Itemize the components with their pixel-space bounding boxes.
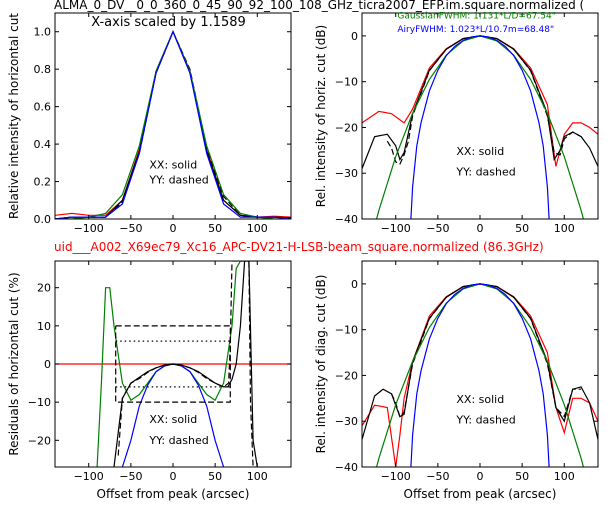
- series-line-p3-4: [117, 261, 256, 467]
- x-tick-label: 100: [554, 470, 575, 483]
- x-tick-label: 50: [515, 222, 529, 235]
- x-axis-label: Offset from peak (arcsec): [404, 487, 557, 501]
- y-tick-label: 10: [37, 320, 51, 333]
- y-tick-label: −20: [335, 121, 358, 134]
- series-group: [362, 283, 598, 467]
- y-axis-label: Residuals of horizontal cut (%): [7, 272, 21, 455]
- x-tick-label: −50: [426, 470, 449, 483]
- y-tick-label: −30: [335, 415, 358, 428]
- y-tick-label: 0.8: [34, 63, 52, 76]
- x-axis-label: Offset from peak (arcsec): [97, 487, 250, 501]
- annotation: XX: solid: [149, 413, 197, 426]
- x-tick-label: −100: [74, 470, 104, 483]
- series-line-p3-5: [115, 325, 231, 403]
- series-line-p4-4: [410, 283, 550, 467]
- x-tick-label: 100: [247, 470, 268, 483]
- series-line-p4-0: [362, 283, 598, 467]
- x-tick-label: −100: [74, 222, 104, 235]
- y-tick-label: −20: [335, 369, 358, 382]
- x-tick-label: −50: [119, 222, 142, 235]
- series-line-p1-0: [55, 30, 291, 218]
- y-axis-label: Rel. intensity of diag. cut (dB): [314, 275, 328, 454]
- annotation: AiryFWHM: 1.023*L/10.7m=68.48": [397, 25, 554, 35]
- series-group: [362, 35, 598, 219]
- series-line-p1-3: [55, 30, 291, 219]
- series-line-p1-1: [55, 30, 291, 219]
- annotation: YY: dashed: [455, 166, 515, 179]
- x-tick-label: 50: [208, 222, 222, 235]
- annotation: XX: solid: [456, 145, 504, 158]
- x-tick-label: 100: [247, 222, 268, 235]
- series-group: [55, 261, 291, 467]
- y-tick-label: 0.4: [34, 138, 52, 151]
- x-tick-label: −50: [119, 470, 142, 483]
- annotation: X-axis scaled by 1.1589: [91, 15, 246, 30]
- x-tick-label: 50: [208, 470, 222, 483]
- axes-frame: [54, 12, 292, 220]
- y-axis-label: Relative intensity of horizontal cut: [7, 13, 21, 219]
- y-tick-label: −20: [28, 434, 51, 447]
- y-tick-label: 0: [351, 278, 358, 291]
- y-tick-label: 0.6: [34, 101, 52, 114]
- series-line-p3-3: [113, 261, 258, 467]
- axes-frame: [361, 260, 599, 468]
- annotation: XX: solid: [456, 393, 504, 406]
- series-line-p1-4: [55, 30, 291, 219]
- x-tick-label: −50: [426, 222, 449, 235]
- y-tick-label: −10: [28, 396, 51, 409]
- panels: −100 −50 0 50 1000.00.20.40.60.81.0Relative …: [7, 11, 599, 501]
- panel-p1: −100 −50 0 50 100 0.0 0.2 0.4 0.6 0.8 1.0 Relative …: [7, 12, 292, 235]
- x-tick-label: 0: [477, 222, 484, 235]
- y-tick-label: 20: [37, 282, 51, 295]
- x-tick-label: 50: [515, 470, 529, 483]
- x-tick-label: 0: [170, 222, 177, 235]
- x-tick-label: 0: [170, 470, 177, 483]
- y-tick-label: 0: [44, 358, 51, 371]
- series-line-p1-2: [55, 30, 291, 219]
- y-tick-label: −10: [335, 324, 358, 337]
- annotation: YY: dashed: [455, 414, 515, 427]
- y-tick-label: −40: [335, 213, 358, 226]
- axes-frame: [361, 12, 599, 220]
- y-axis-label: Rel. intensity of horiz. cut (dB): [314, 25, 328, 207]
- annotation: YY: dashed: [148, 434, 208, 447]
- series-line-p2-4: [410, 35, 550, 219]
- y-tick-label: 0.2: [34, 176, 52, 189]
- y-tick-label: 0: [351, 30, 358, 43]
- y-tick-label: 1.0: [34, 26, 52, 39]
- mid-title: uid___A002_X69ec79_Xc16_APC-DV21-H-LSB-b…: [54, 240, 544, 254]
- x-tick-label: 0: [477, 470, 484, 483]
- y-tick-label: 0.0: [34, 213, 52, 226]
- y-tick-label: −40: [335, 461, 358, 474]
- x-tick-label: −100: [381, 470, 411, 483]
- y-tick-label: −30: [335, 167, 358, 180]
- annotation: XX: solid: [149, 158, 197, 171]
- x-tick-label: 100: [554, 222, 575, 235]
- annotation: YY: dashed: [148, 173, 208, 186]
- series-group: [55, 30, 291, 219]
- x-tick-label: −100: [381, 222, 411, 235]
- y-tick-label: −10: [335, 76, 358, 89]
- top-title: ALMA_0_DV__0_0_360_0_45_90_92_100_108_GH…: [54, 0, 584, 12]
- annotation: GaussianFWHM: 1.131*L/D=67.54": [397, 11, 555, 21]
